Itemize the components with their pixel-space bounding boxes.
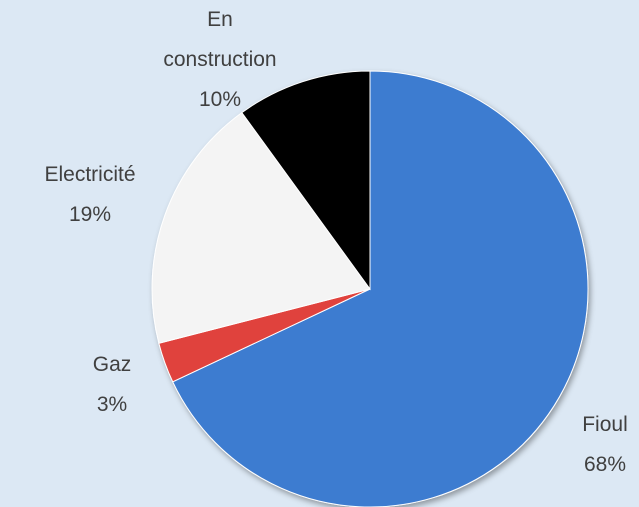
value-label: 68%: [583, 453, 627, 476]
pie-slice: [172, 70, 589, 507]
category-label: Gaz: [92, 353, 132, 376]
slice-label: Fioul 68%: [565, 405, 639, 485]
value-label: 19%: [68, 203, 112, 226]
pie-slice: [241, 70, 371, 291]
slice-label: Electricité 19%: [10, 155, 170, 235]
category-label: En construction: [163, 8, 277, 71]
pie-slice: [151, 111, 371, 344]
category-label: Fioul: [582, 413, 628, 436]
pie: [151, 70, 589, 507]
category-label: Electricité: [44, 163, 136, 186]
value-label: 10%: [198, 88, 242, 111]
slice-label: Gaz 3%: [72, 345, 152, 425]
slice-label: En construction 10%: [155, 0, 285, 120]
value-label: 3%: [96, 393, 128, 416]
